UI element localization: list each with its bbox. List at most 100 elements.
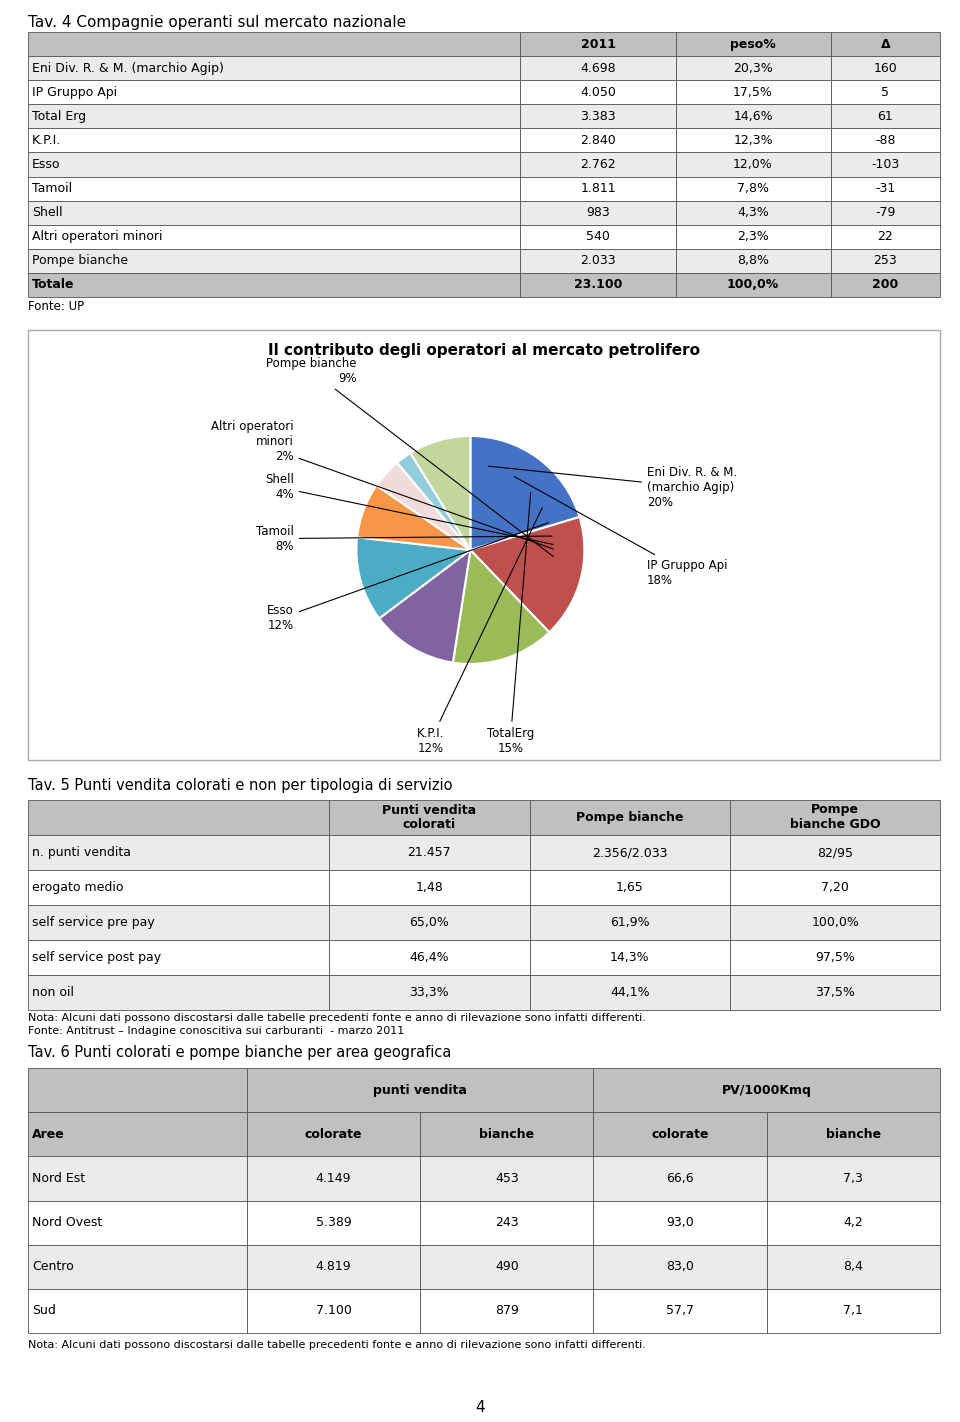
Text: 5: 5 (881, 85, 889, 98)
Text: Δ: Δ (880, 37, 890, 51)
Text: 61: 61 (877, 109, 893, 122)
Text: 8,4: 8,4 (844, 1260, 863, 1273)
Bar (420, 1200, 593, 1244)
Wedge shape (356, 538, 470, 619)
Text: IP Gruppo Api: IP Gruppo Api (32, 85, 117, 98)
Text: 83,0: 83,0 (666, 1260, 694, 1273)
Bar (520, 225, 676, 249)
Text: 2.840: 2.840 (580, 134, 616, 146)
Bar (520, 152, 676, 176)
Text: 14,6%: 14,6% (733, 109, 773, 122)
Text: 65,0%: 65,0% (409, 916, 449, 929)
Bar (676, 128, 830, 152)
Text: 1.811: 1.811 (580, 182, 615, 195)
Bar (731, 904, 940, 940)
Bar (830, 152, 940, 176)
Bar (731, 975, 940, 1010)
Bar (830, 55, 940, 80)
Bar (731, 940, 940, 975)
Text: 100,0%: 100,0% (811, 916, 859, 929)
Text: 2.033: 2.033 (580, 255, 615, 267)
Text: K.P.I.
12%: K.P.I. 12% (417, 508, 542, 755)
Text: 14,3%: 14,3% (611, 951, 650, 964)
Text: Aree: Aree (32, 1128, 64, 1140)
Text: 983: 983 (587, 206, 610, 219)
Bar (28, 940, 329, 975)
Text: 4.050: 4.050 (580, 85, 616, 98)
Bar (247, 1068, 593, 1112)
Wedge shape (397, 454, 470, 550)
Text: Pompe
bianche GDO: Pompe bianche GDO (790, 803, 880, 832)
Bar (247, 1156, 420, 1200)
Text: 7,1: 7,1 (844, 1304, 863, 1317)
Text: Altri operatori
minori
2%: Altri operatori minori 2% (211, 419, 553, 549)
Bar (530, 975, 731, 1010)
Text: 253: 253 (874, 255, 898, 267)
Bar (593, 1288, 767, 1332)
Text: Fonte: Antitrust – Indagine conoscitiva sui carburanti  - marzo 2011: Fonte: Antitrust – Indagine conoscitiva … (28, 1027, 404, 1037)
Bar (830, 201, 940, 225)
Bar (731, 801, 940, 835)
Text: colorate: colorate (304, 1128, 362, 1140)
Text: 3.383: 3.383 (580, 109, 615, 122)
Bar (767, 1244, 940, 1288)
Text: 4: 4 (475, 1401, 485, 1415)
Text: 33,3%: 33,3% (410, 985, 449, 1000)
Bar (28, 1156, 247, 1200)
Text: 8,8%: 8,8% (737, 255, 769, 267)
Bar (530, 870, 731, 904)
Text: Eni Div. R. & M. (marchio Agip): Eni Div. R. & M. (marchio Agip) (32, 61, 224, 74)
Wedge shape (411, 437, 470, 550)
Wedge shape (470, 518, 585, 633)
Text: 490: 490 (495, 1260, 518, 1273)
Text: 21.457: 21.457 (407, 846, 451, 859)
Bar (830, 104, 940, 128)
Bar (767, 1112, 940, 1156)
Bar (28, 1244, 247, 1288)
Bar (676, 176, 830, 201)
Text: Pompe bianche: Pompe bianche (32, 255, 128, 267)
Text: 20,3%: 20,3% (733, 61, 773, 74)
Text: 12,3%: 12,3% (733, 134, 773, 146)
Text: 2.356/2.033: 2.356/2.033 (592, 846, 667, 859)
Text: -79: -79 (876, 206, 896, 219)
Text: 4,2: 4,2 (844, 1216, 863, 1229)
Bar (593, 1244, 767, 1288)
Text: 57,7: 57,7 (666, 1304, 694, 1317)
Text: -88: -88 (875, 134, 896, 146)
Bar (676, 152, 830, 176)
Text: Sud: Sud (32, 1304, 56, 1317)
Text: Centro: Centro (32, 1260, 74, 1273)
Bar (28, 55, 520, 80)
Text: non oil: non oil (32, 985, 74, 1000)
Bar (767, 1156, 940, 1200)
Text: 22: 22 (877, 230, 893, 243)
Text: 160: 160 (874, 61, 898, 74)
Bar (830, 33, 940, 55)
Bar (329, 975, 530, 1010)
Text: Esso: Esso (32, 158, 60, 171)
Text: Shell
4%: Shell 4% (265, 474, 553, 545)
Bar (530, 904, 731, 940)
Text: Eni Div. R. & M.
(marchio Agip)
20%: Eni Div. R. & M. (marchio Agip) 20% (489, 466, 737, 509)
Text: Il contributo degli operatori al mercato petrolifero: Il contributo degli operatori al mercato… (268, 343, 700, 358)
Bar (676, 249, 830, 273)
Bar (593, 1068, 940, 1112)
Bar (28, 80, 520, 104)
Bar (676, 225, 830, 249)
Text: Tav. 5 Punti vendita colorati e non per tipologia di servizio: Tav. 5 Punti vendita colorati e non per … (28, 778, 452, 793)
Text: 61,9%: 61,9% (611, 916, 650, 929)
Text: 5.389: 5.389 (316, 1216, 351, 1229)
Text: colorate: colorate (651, 1128, 708, 1140)
Text: -31: -31 (876, 182, 896, 195)
Text: Nord Ovest: Nord Ovest (32, 1216, 103, 1229)
Bar (28, 249, 520, 273)
Text: Tav. 4 Compagnie operanti sul mercato nazionale: Tav. 4 Compagnie operanti sul mercato na… (28, 16, 406, 30)
Bar (28, 975, 329, 1010)
Bar (329, 904, 530, 940)
Text: Punti vendita
colorati: Punti vendita colorati (382, 803, 476, 832)
Text: 66,6: 66,6 (666, 1172, 694, 1185)
Text: 4,3%: 4,3% (737, 206, 769, 219)
Text: n. punti vendita: n. punti vendita (32, 846, 131, 859)
Bar (520, 104, 676, 128)
